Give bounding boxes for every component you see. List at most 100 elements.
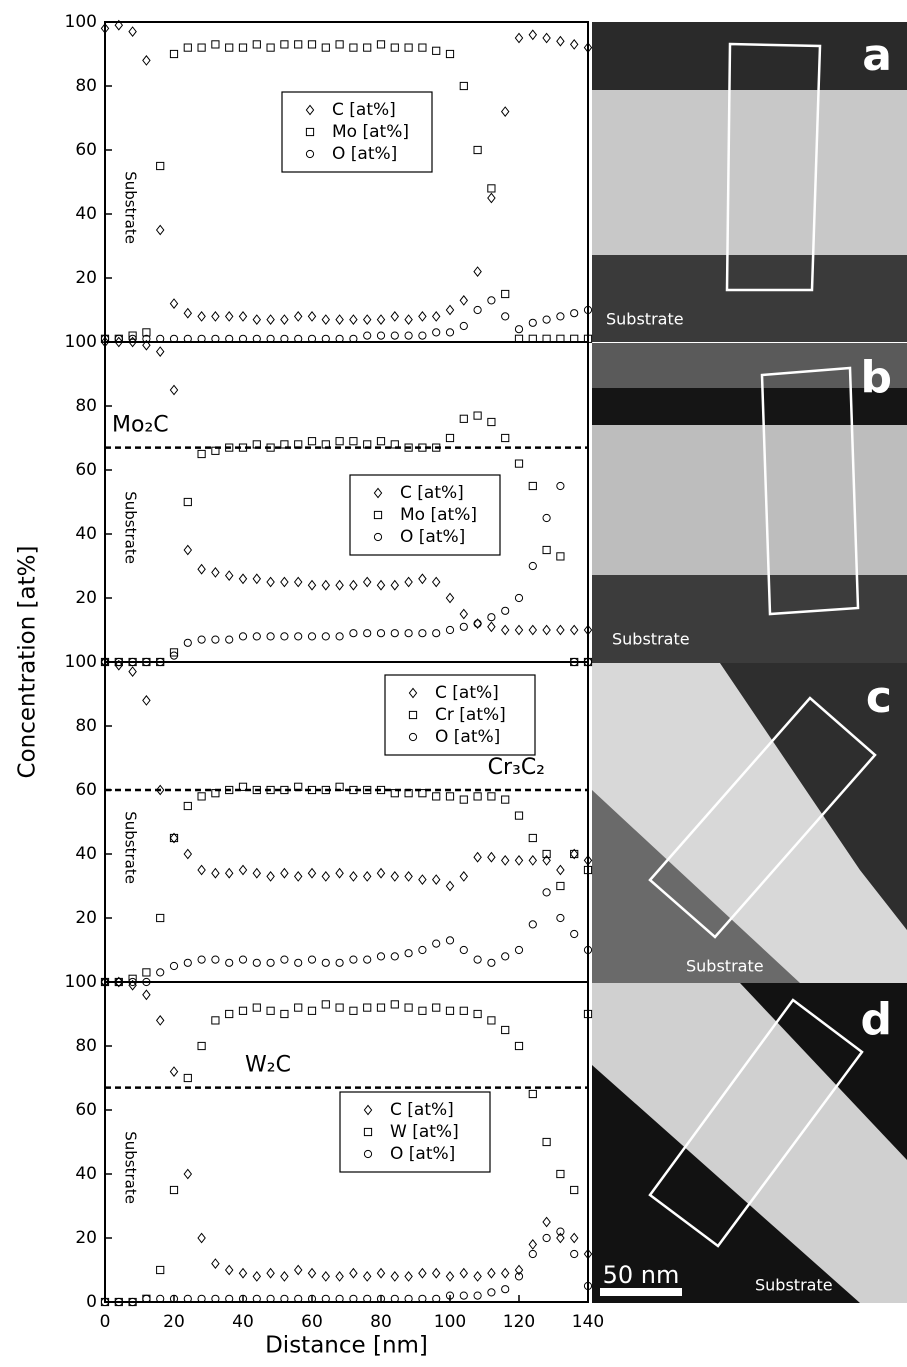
image-b-substrate <box>592 575 907 663</box>
point <box>583 305 593 315</box>
point <box>155 346 165 358</box>
point <box>376 40 386 49</box>
point <box>156 161 165 171</box>
point <box>445 625 455 635</box>
point <box>183 801 192 811</box>
plot-frame <box>104 21 589 343</box>
point <box>514 1272 524 1281</box>
reference-label: W₂C <box>245 1053 291 1078</box>
point <box>542 624 551 636</box>
point <box>224 1264 234 1276</box>
point <box>431 1267 441 1279</box>
point <box>542 1137 551 1147</box>
point <box>252 785 261 795</box>
point <box>418 945 427 955</box>
point <box>487 192 496 204</box>
point <box>473 851 482 863</box>
point <box>542 849 551 859</box>
point <box>280 867 289 879</box>
x-tick-label: 0 <box>100 1312 111 1332</box>
annotation: Substrate <box>122 811 140 884</box>
point <box>155 784 165 796</box>
point <box>487 613 496 622</box>
point <box>294 440 303 449</box>
point <box>280 576 289 588</box>
legend-marker <box>373 532 383 542</box>
point <box>514 32 524 44</box>
point <box>390 43 399 52</box>
point <box>252 314 262 326</box>
point <box>142 694 151 706</box>
point <box>266 314 275 326</box>
point <box>183 497 192 507</box>
point <box>390 440 399 449</box>
image-d-layer <box>592 983 907 1303</box>
point <box>321 958 330 967</box>
point <box>445 328 455 337</box>
point <box>445 49 455 59</box>
legend-label: O [at%] <box>390 1144 455 1164</box>
point <box>542 545 551 555</box>
point <box>376 1267 386 1279</box>
point <box>280 314 289 326</box>
point <box>335 782 344 791</box>
point <box>570 309 579 318</box>
point <box>376 331 386 340</box>
point <box>252 440 261 449</box>
plot-frame <box>104 981 589 1303</box>
legend-marker <box>373 487 383 499</box>
point <box>556 1232 565 1244</box>
point <box>349 1267 358 1279</box>
point <box>473 411 482 420</box>
point <box>252 573 262 585</box>
point <box>459 945 468 955</box>
point <box>390 629 399 638</box>
point <box>459 321 468 331</box>
point <box>487 621 496 633</box>
point <box>266 870 275 882</box>
point <box>556 1169 565 1179</box>
point <box>197 1041 206 1051</box>
point <box>197 43 206 52</box>
point <box>432 792 441 801</box>
point <box>583 1009 593 1019</box>
image-caption: Substrate <box>606 310 684 329</box>
legend-box <box>384 674 536 756</box>
point <box>583 865 593 875</box>
y-tick-label: 80 <box>75 716 97 736</box>
point <box>280 40 289 49</box>
point <box>335 632 344 641</box>
point <box>570 1185 579 1195</box>
y-tick-label: 60 <box>75 1100 97 1120</box>
image-d-box <box>648 998 864 1248</box>
point <box>197 310 206 322</box>
point <box>404 1003 413 1012</box>
point <box>404 789 413 798</box>
point <box>376 1294 386 1303</box>
point <box>501 1285 510 1294</box>
point <box>293 310 303 322</box>
legend-label: Mo [at%] <box>400 505 477 525</box>
point <box>169 1294 179 1303</box>
point <box>252 958 261 967</box>
point <box>445 592 455 604</box>
point <box>473 1270 482 1282</box>
y-axis-label: Concentration [at%] <box>15 546 41 779</box>
point <box>280 785 289 795</box>
image-caption: Substrate <box>686 957 764 976</box>
legend-marker <box>305 149 315 159</box>
image-caption: Substrate <box>612 630 690 649</box>
scale-bar <box>600 1288 682 1296</box>
point <box>280 1009 289 1019</box>
point <box>459 1006 468 1015</box>
point <box>445 936 455 945</box>
point <box>418 1006 427 1015</box>
point <box>349 43 358 52</box>
image-b-layer <box>592 425 907 575</box>
point <box>570 849 579 859</box>
point <box>542 513 551 523</box>
point <box>418 1267 427 1279</box>
point <box>128 666 137 678</box>
point <box>390 870 400 882</box>
